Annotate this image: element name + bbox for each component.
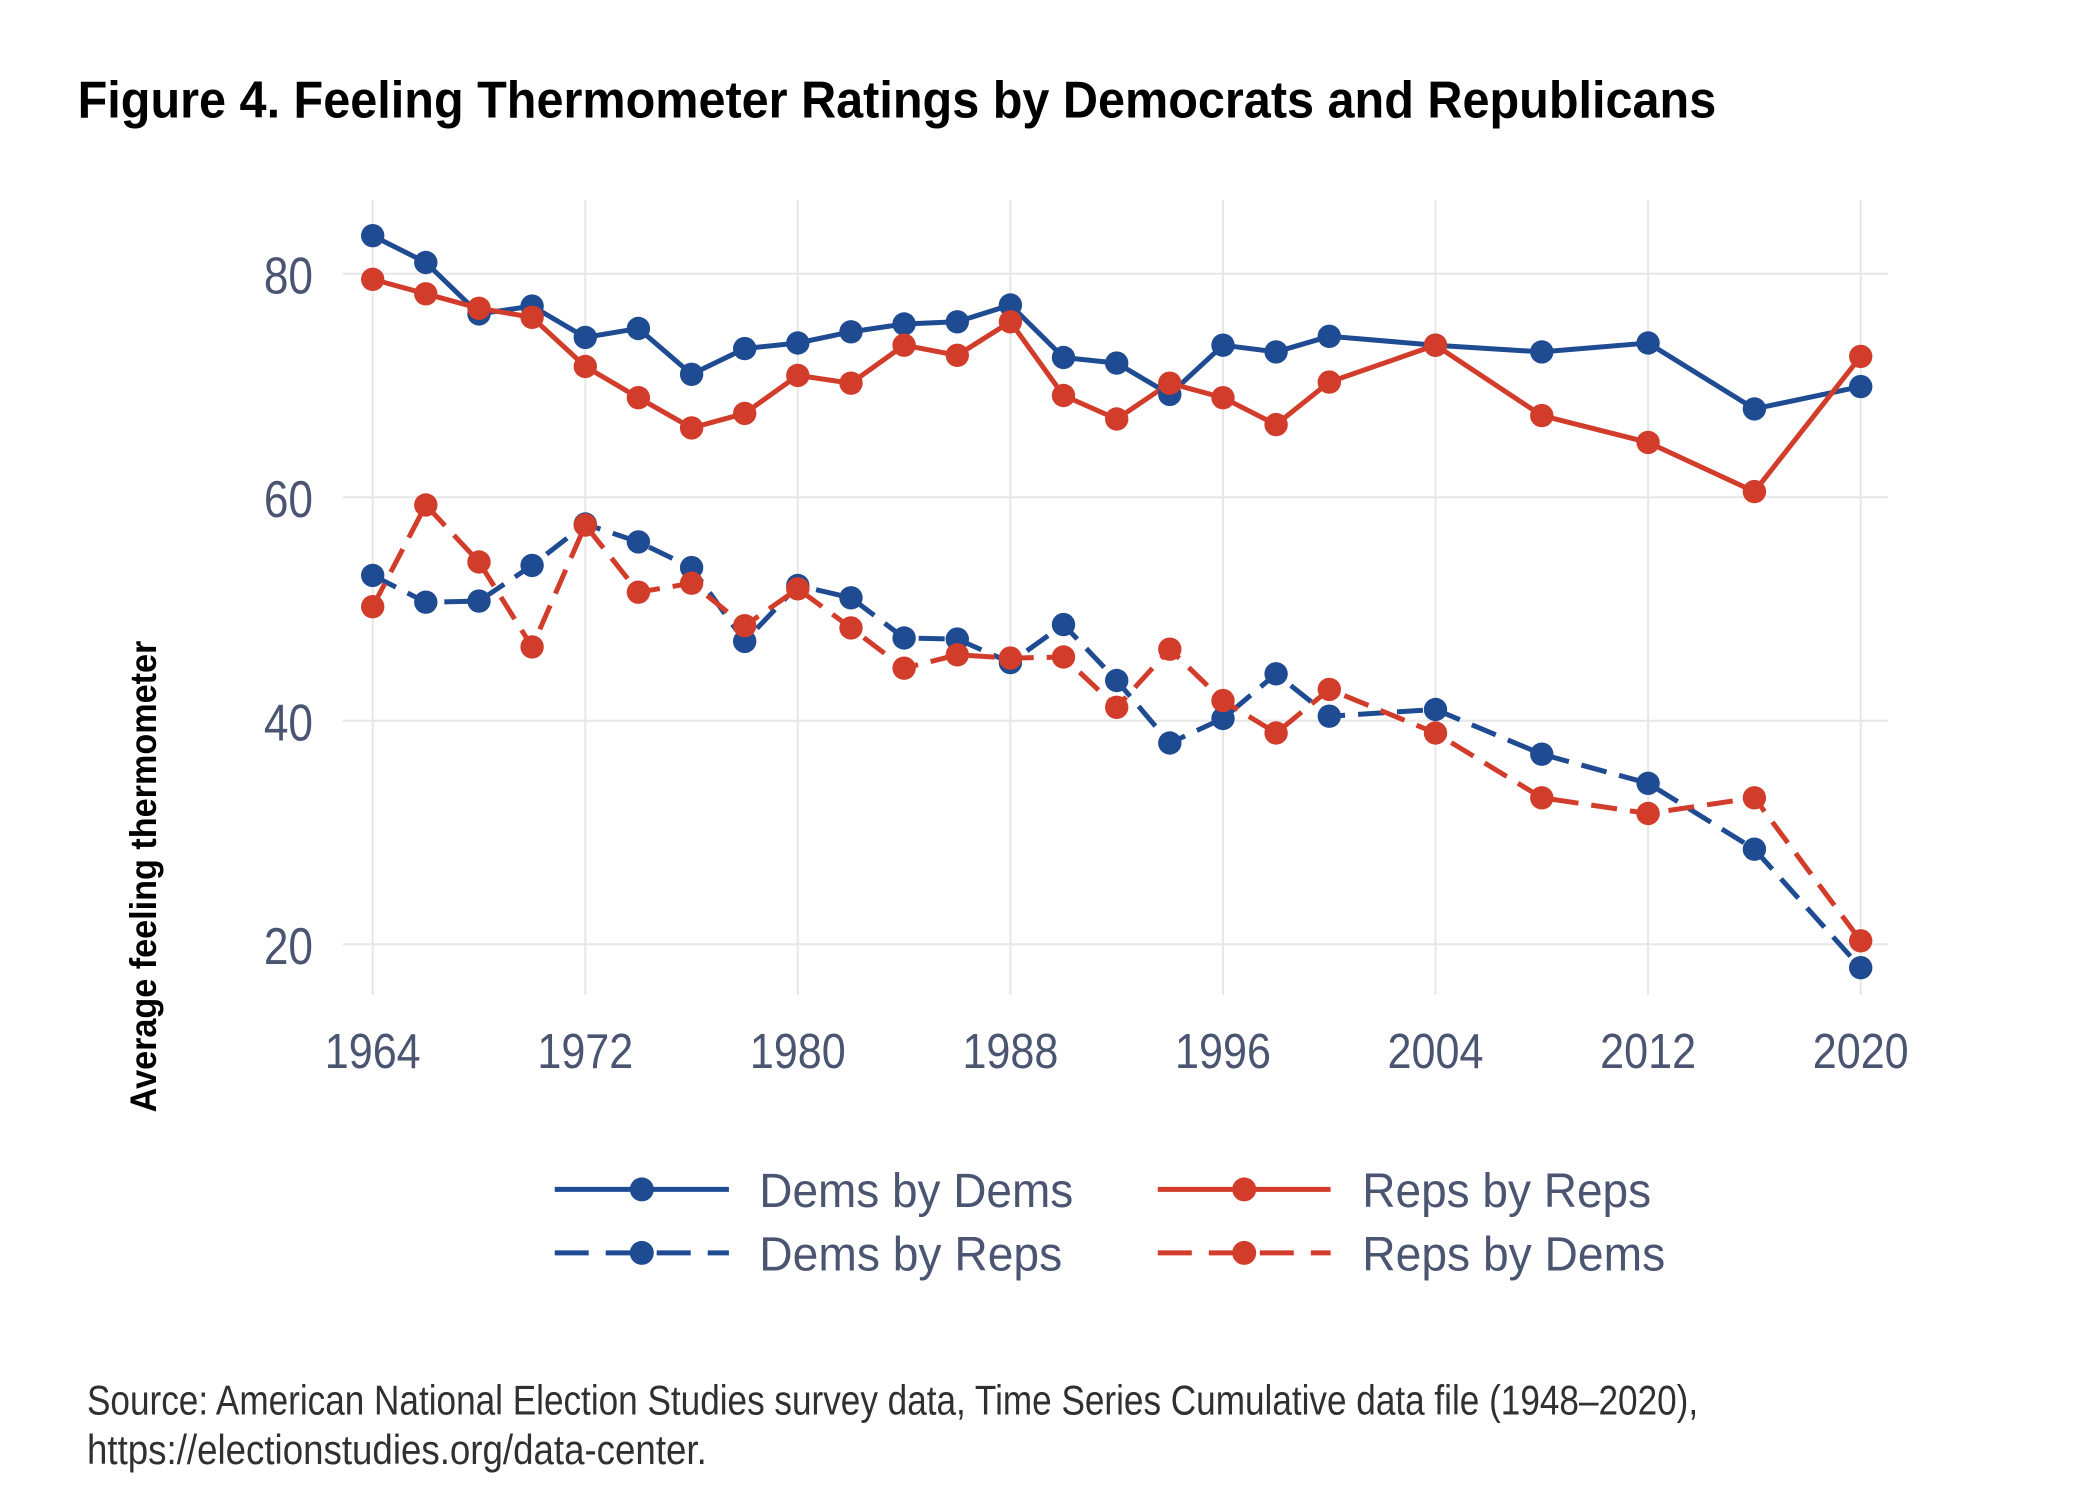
svg-text:2012: 2012 <box>1600 1023 1696 1078</box>
svg-text:80: 80 <box>264 247 313 305</box>
svg-text:Dems by Reps: Dems by Reps <box>759 1227 1062 1281</box>
svg-text:2020: 2020 <box>1813 1023 1909 1078</box>
svg-text:1964: 1964 <box>325 1023 421 1078</box>
svg-text:1988: 1988 <box>962 1023 1058 1078</box>
svg-text:Reps by Dems: Reps by Dems <box>1362 1227 1665 1281</box>
svg-text:40: 40 <box>264 694 313 752</box>
svg-text:Figure 4. Feeling Thermometer: Figure 4. Feeling Thermometer Ratings by… <box>78 70 1717 129</box>
svg-text:1980: 1980 <box>750 1023 846 1078</box>
svg-text:Average feeling thermometer: Average feeling thermometer <box>123 641 165 1113</box>
svg-text:60: 60 <box>264 470 313 528</box>
svg-text:1996: 1996 <box>1175 1023 1271 1078</box>
svg-text:Reps by Reps: Reps by Reps <box>1362 1163 1651 1217</box>
svg-text:Dems by Dems: Dems by Dems <box>759 1163 1073 1217</box>
svg-text:1972: 1972 <box>537 1023 633 1078</box>
svg-text:Source: American National Elec: Source: American National Election Studi… <box>87 1378 1698 1424</box>
svg-text:20: 20 <box>264 917 313 975</box>
svg-text:https://electionstudies.org/da: https://electionstudies.org/data-center. <box>87 1428 707 1474</box>
svg-text:2004: 2004 <box>1388 1023 1484 1078</box>
